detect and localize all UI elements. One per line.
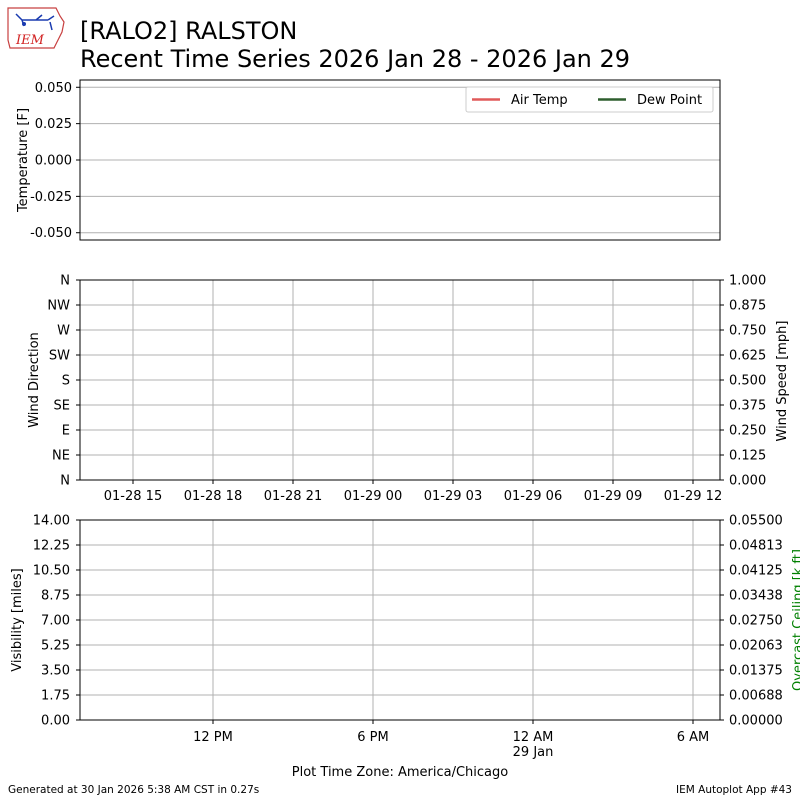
- generated-timestamp: Generated at 30 Jan 2026 5:38 AM CST in …: [8, 784, 260, 796]
- app-id: IEM Autoplot App #43: [676, 784, 792, 796]
- vis-x-tick-label: 6 AM: [677, 730, 710, 745]
- ceiling-tick-label: 0.05500: [729, 514, 783, 529]
- vis-tick-label: 7.00: [41, 614, 70, 629]
- wind-x-tick-label: 01-28 18: [184, 489, 242, 504]
- ceiling-tick-label: 0.04813: [729, 539, 783, 554]
- wind-dir-tick-label: SE: [54, 399, 70, 414]
- temp-panel-frame: [79, 79, 721, 241]
- vis-tick-label: 1.75: [41, 689, 70, 704]
- legend-label-0: Air Temp: [511, 93, 568, 108]
- ceiling-tick-label: 0.00000: [729, 714, 783, 729]
- wind-dir-tick-label: N: [60, 274, 70, 289]
- wind-x-tick-label: 01-29 06: [504, 489, 562, 504]
- vis-x-tick-label: 12 AM: [513, 730, 554, 745]
- legend-label-1: Dew Point: [637, 93, 702, 108]
- wind-dir-tick-label: S: [62, 374, 70, 389]
- wind-speed-tick-label: 0.625: [729, 349, 766, 364]
- wind-speed-tick-label: 0.750: [729, 324, 766, 339]
- wind-panel-frame: [79, 279, 721, 481]
- temp-axis-label: Temperature [F]: [16, 108, 31, 213]
- vis-x-tick-label: 12 PM: [193, 730, 233, 745]
- wind-x-tick-label: 01-29 12: [664, 489, 722, 504]
- ceiling-tick-label: 0.00688: [729, 689, 783, 704]
- vis-tick-label: 14.00: [33, 514, 70, 529]
- wind-x-tick-label: 01-28 15: [104, 489, 162, 504]
- wind-speed-tick-label: 0.875: [729, 299, 766, 314]
- weather-symbol-icon: [15, 13, 55, 31]
- vis-tick-label: 12.25: [33, 539, 70, 554]
- wind-speed-tick-label: 0.375: [729, 399, 766, 414]
- wind-dir-tick-label: W: [57, 324, 70, 339]
- wind-dir-axis-label: Wind Direction: [27, 332, 42, 428]
- wind-speed-tick-label: 0.250: [729, 424, 766, 439]
- x-axis-label: Plot Time Zone: America/Chicago: [292, 765, 508, 780]
- wind-x-tick-label: 01-29 03: [424, 489, 482, 504]
- temp-tick-label: 0.050: [35, 81, 72, 96]
- temp-tick-label: 0.000: [35, 154, 72, 169]
- vis-tick-label: 5.25: [41, 639, 70, 654]
- vis-x-tick-label: 6 PM: [357, 730, 388, 745]
- wind-dir-tick-label: NE: [52, 449, 70, 464]
- wind-x-tick-label: 01-28 21: [264, 489, 322, 504]
- logo-text: IEM: [15, 33, 45, 48]
- wind-speed-tick-label: 0.125: [729, 449, 766, 464]
- vis-panel-frame: [79, 519, 721, 721]
- ceiling-tick-label: 0.02063: [729, 639, 783, 654]
- temp-tick-label: -0.025: [30, 190, 72, 205]
- ceiling-tick-label: 0.01375: [729, 664, 783, 679]
- temp-tick-label: -0.050: [30, 226, 72, 241]
- wind-x-tick-label: 01-29 09: [584, 489, 642, 504]
- temp-tick-label: 0.025: [35, 117, 72, 132]
- vis-axis-label: Visibility [miles]: [10, 568, 25, 671]
- wind-dir-tick-label: NW: [47, 299, 70, 314]
- wind-speed-tick-label: 0.000: [729, 474, 766, 489]
- ceiling-tick-label: 0.02750: [729, 614, 783, 629]
- ceiling-tick-label: 0.03438: [729, 589, 783, 604]
- ceiling-axis-label: Overcast Ceiling [k ft]: [791, 549, 800, 691]
- chart-title-station: [RALO2] RALSTON: [80, 17, 298, 45]
- iem-logo: IEM: [6, 6, 66, 50]
- wind-dir-tick-label: E: [62, 424, 70, 439]
- vis-tick-label: 8.75: [41, 589, 70, 604]
- vis-tick-label: 3.50: [41, 664, 70, 679]
- vis-tick-label: 0.00: [41, 714, 70, 729]
- ceiling-tick-label: 0.04125: [729, 564, 783, 579]
- vis-x-tick-sublabel: 29 Jan: [513, 745, 554, 760]
- wind-speed-tick-label: 0.500: [729, 374, 766, 389]
- wind-x-tick-label: 01-29 00: [344, 489, 402, 504]
- vis-tick-label: 10.50: [33, 564, 70, 579]
- wind-dir-tick-label: N: [60, 474, 70, 489]
- wind-dir-tick-label: SW: [49, 349, 70, 364]
- temp-legend-box: [465, 86, 714, 113]
- wind-speed-axis-label: Wind Speed [mph]: [775, 321, 790, 442]
- chart-title-range: Recent Time Series 2026 Jan 28 - 2026 Ja…: [80, 45, 631, 73]
- wind-speed-tick-label: 1.000: [729, 274, 766, 289]
